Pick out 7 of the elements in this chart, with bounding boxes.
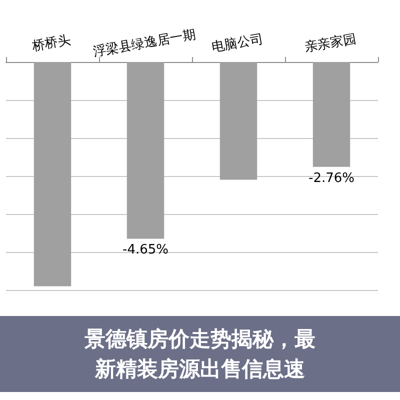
x-tick-label: 亲亲家园 <box>303 30 358 56</box>
data-label: -4.65% <box>122 242 168 258</box>
x-tick-label: 浮梁县绿逸居一期 <box>92 26 197 60</box>
x-tick-label: 桥桥头 <box>30 32 72 55</box>
x-tick-label: 电脑公司 <box>210 32 264 56</box>
text: 景德镇房价走势揭秘，最新精装房源出售信息速 <box>84 327 316 381</box>
data-label: -2.76% <box>308 170 354 186</box>
